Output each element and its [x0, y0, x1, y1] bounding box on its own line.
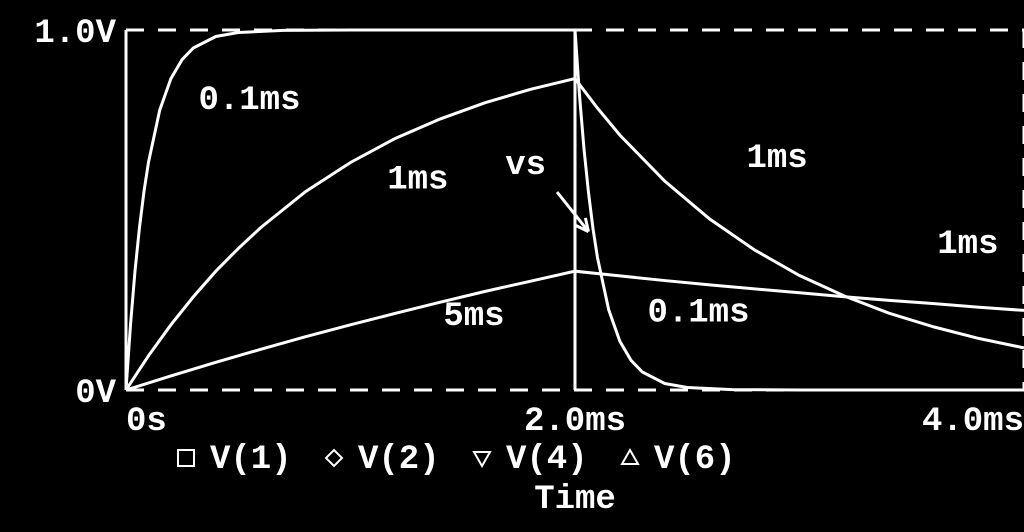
spice-chart: 0V 1.0V 0s 2.0ms 4.0ms 0.1ms 1ms vs 5ms 1ms 0.1ms 1… [0, 0, 1024, 532]
y-tick-label: 0V [75, 375, 116, 413]
chart-annotation: 0.1ms [198, 82, 300, 120]
legend-label: V(6) [654, 441, 736, 479]
chart-annotation: 1ms [387, 161, 448, 199]
legend-label: V(1) [210, 441, 292, 479]
x-tick-label: 2.0ms [524, 403, 626, 441]
x-tick-label: 4.0ms [922, 403, 1024, 441]
x-tick-label: 0s [126, 403, 167, 441]
chart-annotation: 0.1ms [647, 295, 749, 333]
chart-annotation: vs [505, 147, 546, 185]
y-tick-label: 1.0V [34, 15, 116, 53]
chart-annotation: 1ms [746, 140, 807, 178]
legend-label: V(2) [358, 441, 440, 479]
chart-annotation: 1ms [937, 226, 998, 264]
chart-annotation: 5ms [443, 298, 504, 336]
legend-label: V(4) [506, 441, 588, 479]
x-axis-title: Time [534, 481, 616, 519]
